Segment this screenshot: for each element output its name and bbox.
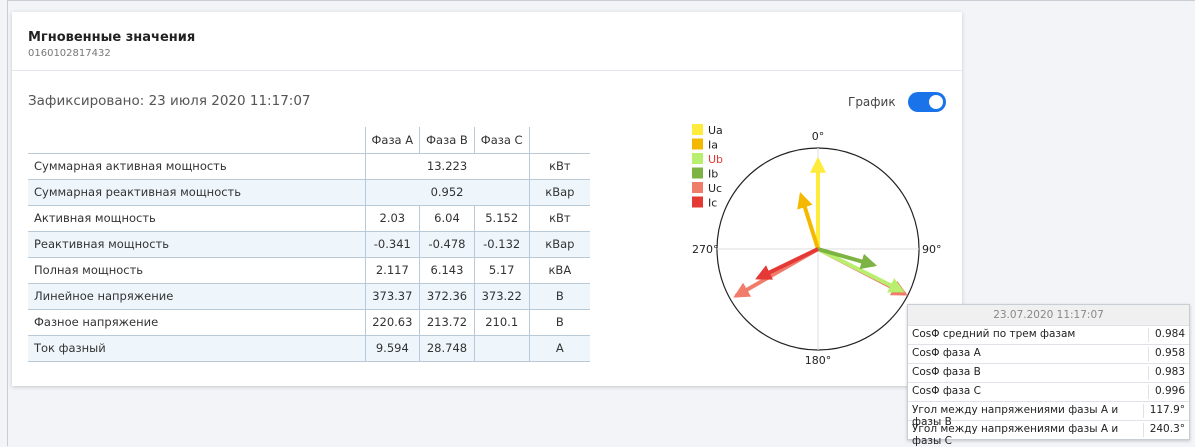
legend-swatch (692, 138, 703, 150)
row: Суммарная реактивная мощность 0.952 кВар (28, 178, 591, 206)
vectors (733, 156, 908, 298)
legend-label: Ia (708, 139, 718, 152)
tooltip-row: CosΦ фаза A 0.958 (908, 344, 1189, 363)
tooltip-label: CosΦ средний по трем фазам (912, 328, 1076, 340)
tooltip-value: 0.996 (1147, 385, 1185, 399)
legend-label: Ub (708, 153, 723, 166)
fixed-time: Зафиксировано: 23 июля 2020 11:17:07 (28, 93, 311, 109)
unit: В (528, 308, 591, 336)
title: Мгновенные значения (28, 30, 196, 45)
cell: -0.341 (364, 230, 421, 258)
legend-label: Ua (708, 124, 723, 137)
cell: 2.117 (364, 256, 421, 284)
column-header: Фаза C (473, 127, 530, 154)
tooltip-value: 117.9° (1142, 404, 1185, 418)
cell: 6.143 (419, 256, 475, 284)
window-frame (7, 0, 1195, 446)
tooltip-label: Угол между напряжениями фазы A и фазы C (912, 423, 1119, 447)
cell: 213.72 (419, 308, 475, 336)
tooltip-row: CosΦ средний по трем фазам 0.984 (908, 325, 1189, 344)
divider (12, 70, 962, 71)
tooltip-row: CosΦ фаза C 0.996 (908, 382, 1189, 401)
cell: 0.952 (364, 178, 530, 206)
row-label: Активная мощность (28, 204, 366, 232)
tooltip-row: Угол между напряжениями фазы A и фазы B 1… (908, 401, 1189, 428)
unit: кВар (528, 178, 591, 206)
angle-label: 180° (805, 354, 832, 367)
row-label: Ток фазный (28, 334, 366, 362)
unit: кВт (528, 152, 591, 180)
tooltip-label: Угол между напряжениями фазы A и фазы B (912, 404, 1119, 428)
cell: -0.132 (473, 230, 530, 258)
tooltip-title: 23.07.2020 11:17:07 (908, 305, 1189, 325)
cell: 373.37 (364, 282, 421, 310)
tooltip-label: CosΦ фаза C (912, 385, 981, 397)
legend-label: Uc (708, 182, 722, 195)
unit: В (528, 282, 591, 310)
vector (817, 247, 905, 293)
cell: 6.04 (419, 204, 475, 232)
legend-swatch (692, 196, 703, 208)
cell: 5.152 (473, 204, 530, 232)
toggle-label: График (848, 95, 896, 109)
tooltip-value: 0.958 (1147, 347, 1185, 361)
row: Фазное напряжение 220.63 213.72 210.1 В (28, 308, 591, 336)
legend-label: Ic (708, 197, 717, 210)
cell: 9.594 (364, 334, 421, 362)
legend-swatch (692, 153, 703, 164)
tooltip-row: Угол между напряжениями фазы A и фазы C 2… (908, 420, 1189, 447)
cell: 13.223 (364, 152, 530, 180)
row: Активная мощность 2.03 6.04 5.152 кВт (28, 204, 591, 232)
legend-swatch (692, 167, 703, 179)
row-label: Реактивная мощность (28, 230, 366, 258)
legend-swatch (692, 124, 703, 135)
cell: 372.36 (419, 282, 475, 310)
subtitle: 0160102817432 (28, 48, 111, 59)
legend-swatch (692, 182, 703, 193)
vector (755, 247, 819, 280)
cell: 5.17 (473, 256, 530, 284)
cell: 28.748 (419, 334, 475, 362)
row: Ток фазный 9.594 28.748 А (28, 334, 591, 362)
tooltip-value: 240.3° (1142, 423, 1185, 437)
tooltip: 23.07.2020 11:17:07 CosΦ средний по трем… (907, 304, 1190, 447)
tooltip-row: CosΦ фаза B 0.983 (908, 363, 1189, 382)
vector (797, 191, 820, 250)
row-label: Линейное напряжение (28, 282, 366, 310)
cell (473, 334, 530, 362)
row-label: Суммарная реактивная мощность (28, 178, 366, 206)
vector (817, 247, 878, 270)
tooltip-label: CosΦ фаза B (912, 366, 981, 378)
angle-label: 0° (812, 130, 825, 143)
cell: -0.478 (419, 230, 475, 258)
row-label: Фазное напряжение (28, 308, 366, 336)
tooltip-value: 0.983 (1147, 366, 1185, 380)
header-row: Фаза A Фаза B Фаза C (28, 127, 591, 154)
row: Суммарная активная мощность 13.223 кВт (28, 152, 591, 180)
unit: А (528, 334, 591, 362)
row: Линейное напряжение 373.37 372.36 373.22 В (28, 282, 591, 310)
toggle[interactable] (908, 92, 946, 112)
angle-label: 270° (692, 243, 719, 256)
angle-label: 90° (922, 243, 942, 256)
tooltip-value: 0.984 (1147, 328, 1185, 342)
row-label: Суммарная активная мощность (28, 152, 366, 180)
legend-label: Ib (708, 168, 718, 181)
values-table: Фаза A Фаза B Фаза C Суммарная активная мощ… (28, 127, 591, 362)
tooltip-label: CosΦ фаза A (912, 347, 981, 359)
